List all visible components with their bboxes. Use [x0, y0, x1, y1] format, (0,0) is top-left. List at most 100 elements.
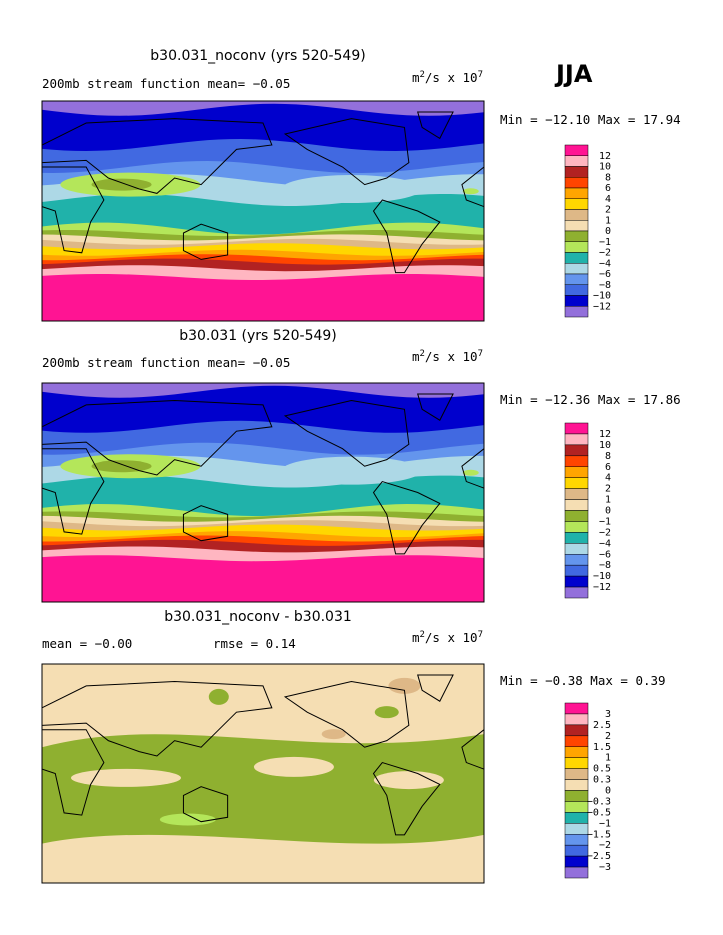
colorbar-label: 4	[605, 473, 611, 484]
colorbar-box	[564, 521, 589, 533]
colorbar-box	[564, 724, 589, 737]
map-blob	[281, 456, 422, 485]
coastline	[42, 681, 273, 757]
colorbar-label: −6	[599, 549, 611, 560]
colorbar-box	[564, 586, 589, 599]
colorbar-box	[564, 834, 589, 846]
colorbar-box	[564, 866, 589, 879]
colorbar-box	[564, 702, 589, 715]
colorbar-label: 0	[605, 226, 611, 237]
colorbar-box	[564, 543, 589, 555]
colorbar-box	[564, 746, 589, 758]
season-label: JJA	[554, 60, 593, 88]
colorbar-box	[564, 422, 589, 435]
map	[42, 101, 484, 321]
panel-subtitle: 200mb stream function mean= −0.05	[42, 76, 290, 91]
units-base: m	[412, 70, 420, 85]
units-base: m	[412, 630, 420, 645]
colorbar-label: 1	[605, 753, 611, 764]
units: m2/s x 107	[412, 70, 483, 85]
colorbar-label: 0	[605, 506, 611, 517]
panel-title: b30.031_noconv (yrs 520-549)	[150, 48, 365, 64]
min-max: Min = −0.38 Max = 0.39	[500, 673, 666, 688]
colorbar-box	[564, 812, 589, 824]
colorbar-box	[564, 779, 589, 791]
colorbar-box	[564, 284, 589, 296]
colorbar-label: −4	[599, 538, 611, 549]
colorbar-label: −8	[599, 560, 611, 571]
colorbar-label: −12	[593, 301, 611, 312]
colorbar-label: 1.5	[593, 742, 611, 753]
coastline	[182, 786, 229, 823]
map-blob	[388, 677, 421, 694]
colorbar-box	[564, 177, 589, 189]
units-mid: /s x 10	[425, 349, 478, 364]
colorbar-label: 12	[599, 151, 611, 162]
map	[42, 383, 484, 602]
map-band	[42, 734, 484, 844]
colorbar-box	[564, 263, 589, 275]
colorbar-box	[564, 855, 589, 868]
coastline	[182, 505, 229, 542]
map-blob	[91, 178, 152, 191]
coastline	[42, 400, 273, 476]
colorbar-label: 0	[605, 786, 611, 797]
colorbar-label: −3	[599, 862, 611, 873]
map-frame	[41, 382, 485, 603]
map-blob	[374, 706, 399, 719]
colorbar-box	[564, 455, 589, 467]
colorbar-label: −10	[593, 291, 611, 302]
colorbar-box	[564, 273, 589, 285]
min-max: Min = −12.36 Max = 17.86	[500, 392, 681, 407]
colorbar-box	[564, 155, 589, 167]
panel-title: b30.031_noconv - b30.031	[164, 609, 352, 625]
colorbar-box	[564, 564, 589, 577]
units-mid: /s x 10	[425, 70, 478, 85]
units-sup: 2	[419, 70, 424, 80]
units-sup: 7	[478, 349, 483, 359]
coastline	[283, 118, 410, 186]
panel-rmse: rmse = 0.14	[213, 636, 296, 651]
coastline	[461, 166, 484, 208]
coastline	[42, 729, 105, 816]
colorbar-box	[564, 790, 589, 802]
coastline	[372, 480, 441, 555]
colorbar-label: −4	[599, 258, 611, 269]
colorbar-label: −1.5	[587, 829, 611, 840]
map-band	[42, 274, 484, 321]
colorbar-box	[564, 554, 589, 566]
colorbar-label: −2	[599, 527, 611, 538]
coastline	[417, 393, 454, 421]
map-blob	[373, 771, 444, 790]
colorbar-box	[564, 532, 589, 544]
coastline	[283, 681, 410, 748]
coastline	[42, 448, 105, 535]
panel-title: b30.031 (yrs 520-549)	[179, 328, 337, 344]
colorbar-label: −8	[599, 280, 611, 291]
coastline	[42, 118, 273, 194]
colorbar-box	[564, 768, 589, 780]
colorbar-box	[564, 735, 589, 747]
units-base: m	[412, 349, 420, 364]
colorbar-label: −0.5	[587, 807, 611, 818]
colorbar-label: −2.5	[587, 851, 611, 862]
coastline	[283, 400, 410, 467]
map-blob	[253, 756, 334, 777]
map-blob	[91, 460, 152, 473]
colorbar-box	[564, 166, 589, 178]
colorbar-box	[564, 252, 589, 264]
map-band	[42, 555, 484, 602]
colorbar-box	[564, 477, 589, 489]
colorbar-box	[564, 433, 589, 446]
colorbar-label: −2	[599, 840, 611, 851]
map-blob	[208, 688, 229, 705]
colorbar-box	[564, 801, 589, 813]
colorbar-box	[564, 220, 589, 232]
colorbar-label: 10	[599, 162, 611, 173]
colorbar-label: 0.3	[593, 775, 611, 786]
colorbar-label: 1	[605, 495, 611, 506]
colorbar-box	[564, 510, 589, 522]
colorbar-label: 2	[605, 484, 611, 495]
map-blob	[462, 188, 479, 195]
